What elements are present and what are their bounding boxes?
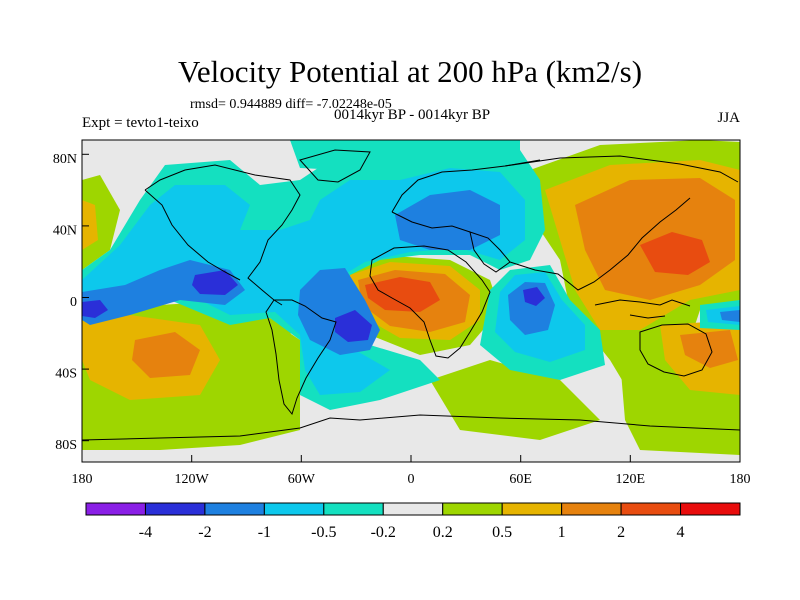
x-tick-label: 120W (175, 472, 210, 487)
coastline-north-america (144, 164, 301, 306)
colorbar-swatch (382, 502, 444, 516)
contour-pos-sw-pacific-2 (680, 330, 738, 368)
map-frame (81, 139, 741, 463)
x-axis-tick-labels: 180 120W 60W 0 60E 120E 180 (72, 472, 751, 487)
x-tick-label: 180 (72, 472, 93, 487)
x-tick-label: 60E (509, 472, 532, 487)
colorbar-swatch (561, 502, 622, 516)
colorbar-label: 4 (677, 524, 685, 541)
colorbar-swatch (501, 502, 563, 516)
y-tick-label: 80N (53, 152, 77, 167)
contour-pos-south-indian (430, 360, 600, 440)
coastlines (82, 149, 740, 441)
x-tick-label: 0 (408, 472, 415, 487)
contour-neg-atlantic-2 (335, 310, 372, 342)
contour-neg-pacific-east-1 (720, 310, 740, 322)
x-tick-label: 180 (730, 472, 751, 487)
colorbar-swatch (620, 502, 682, 516)
colorbar: -4 -2 -1 -0.5 -0.2 0.2 0.5 1 2 4 (85, 502, 741, 541)
coastline-greenland (299, 149, 371, 183)
stats-text: rmsd= 0.944889 diff= -7.02248e-05 (190, 97, 392, 112)
colorbar-label: -1 (258, 524, 271, 541)
contour-neg-pacific-2 (192, 270, 238, 295)
colorbar-label: -2 (198, 524, 211, 541)
left-label: Expt = tevto1-teixo (82, 115, 199, 131)
coastline-south-america (265, 299, 337, 416)
colorbar-label: 0.5 (492, 524, 512, 541)
colorbar-swatch (680, 502, 741, 516)
colorbar-label: -0.2 (371, 524, 396, 541)
y-tick-label: 40S (55, 367, 77, 382)
negative-contours (82, 140, 740, 410)
coastline-maritime (594, 299, 691, 319)
coastline-arabia (469, 231, 511, 273)
y-tick-label: 80S (55, 438, 77, 453)
colorbar-swatch (85, 502, 146, 516)
colorbar-label: 2 (617, 524, 625, 541)
contour-pos-north-pacific (82, 175, 120, 270)
contour-pos-asia-3 (640, 232, 710, 275)
positive-contours (82, 140, 740, 455)
colorbar-swatch (263, 502, 325, 516)
chart-title: Velocity Potential at 200 hPa (km2/s) (178, 54, 642, 89)
contour-pos-pacific-2 (132, 332, 200, 378)
contour-neg-pacific-west-2 (82, 300, 108, 318)
x-tick-label: 120E (616, 472, 646, 487)
colorbar-swatch (144, 502, 206, 516)
colorbar-label: -4 (139, 524, 152, 541)
map-plot-area (82, 140, 740, 462)
coastline-antarctica (82, 414, 740, 441)
colorbar-label: -0.5 (311, 524, 336, 541)
contour-pos-north-pacific-1 (82, 200, 98, 250)
contour-pos-africa-3 (365, 277, 440, 312)
y-tick-label: 40N (53, 223, 77, 238)
coastline-africa (369, 245, 491, 359)
right-label: JJA (717, 110, 740, 126)
colorbar-swatch (204, 502, 265, 516)
contour-neg-indian-2 (523, 287, 545, 306)
colorbar-swatch (323, 502, 384, 516)
colorbar-label: 1 (558, 524, 566, 541)
contour-neg-arctic (290, 140, 520, 175)
coastline-australia (639, 323, 713, 377)
contour-neg-indian-1 (508, 282, 555, 335)
colorbar-label: 0.2 (433, 524, 453, 541)
y-tick-label: 0 (70, 295, 77, 310)
x-tick-label: 60W (288, 472, 316, 487)
y-axis-tick-labels: 80N 40N 0 40S 80S (53, 152, 77, 453)
coastline-asia (504, 155, 739, 291)
contour-neg-europe-1 (395, 190, 500, 250)
colorbar-swatch (442, 502, 503, 516)
chart-subtitle: 0014kyr BP - 0014kyr BP (334, 107, 490, 123)
tick-marks (82, 153, 631, 462)
